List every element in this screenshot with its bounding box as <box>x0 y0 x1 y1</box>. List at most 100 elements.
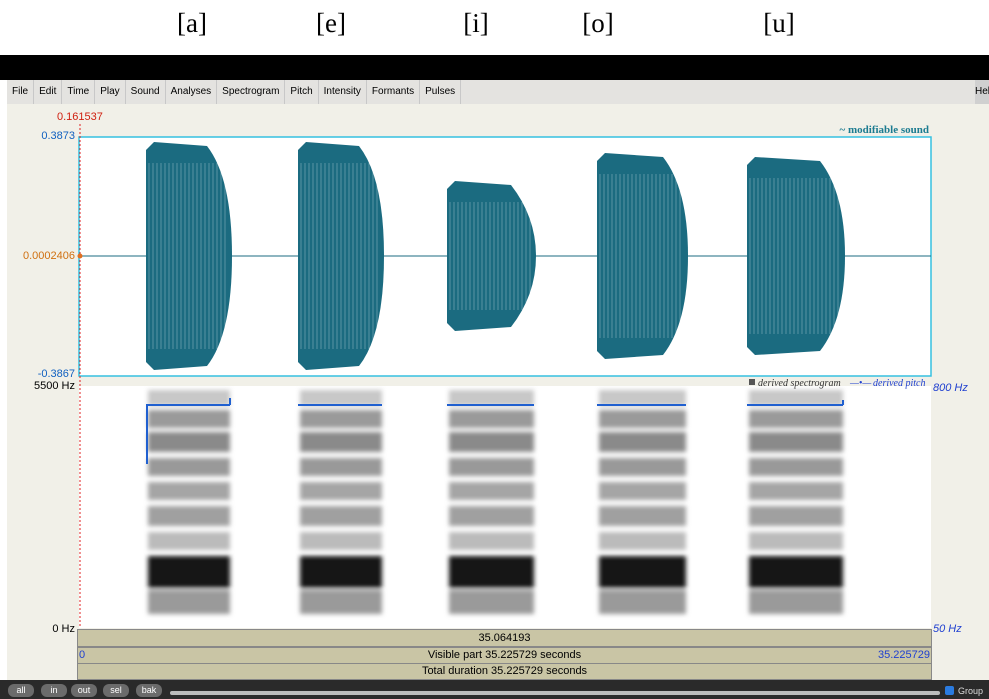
formant-band <box>148 482 230 500</box>
formant-band <box>300 390 382 406</box>
toolbar-button[interactable]: sel <box>103 684 129 697</box>
wave-bottom: -0.3867 <box>37 368 75 380</box>
legend-swatch <box>749 379 755 385</box>
formant-band <box>148 556 230 588</box>
vowel-wave <box>146 142 232 370</box>
menu-item[interactable]: File <box>7 80 35 104</box>
formant-band <box>749 390 843 406</box>
legend-pitch-mark: —•— <box>850 378 872 389</box>
formant-band <box>449 410 534 428</box>
vowel-wave <box>747 157 845 355</box>
formant-band <box>749 556 843 588</box>
toolbar-button[interactable]: out <box>71 684 97 697</box>
formant-band <box>449 506 534 526</box>
cursor-time: 0.161537 <box>57 111 103 123</box>
menu-bar: File Edit Time Play Sound Analyses Spectrogram… <box>7 80 989 104</box>
wave-mid: 0.0002406 <box>23 250 75 262</box>
formant-band <box>749 410 843 428</box>
formant-band <box>148 506 230 526</box>
formant-band <box>449 482 534 500</box>
spectrogram <box>148 390 843 614</box>
formant-band <box>300 590 382 614</box>
menu-item[interactable]: Edit <box>34 80 63 104</box>
vowel-label: [o] <box>582 8 614 38</box>
menu-item[interactable]: Pulses <box>420 80 462 104</box>
menu-item[interactable]: Play <box>95 80 126 104</box>
formant-band <box>449 458 534 476</box>
zero-marker <box>77 253 83 259</box>
formant-band <box>300 410 382 428</box>
vowel-label: [i] <box>463 8 489 38</box>
spec-top: 5500 Hz <box>34 380 75 392</box>
formant-band <box>749 532 843 550</box>
formant-band <box>599 458 686 476</box>
vowel-label: [a] <box>177 8 207 38</box>
formant-band <box>749 458 843 476</box>
menu-item[interactable]: Intensity <box>319 80 367 104</box>
menu-item[interactable]: Analyses <box>166 80 218 104</box>
formant-band <box>300 556 382 588</box>
formant-band <box>599 532 686 550</box>
formant-band <box>749 506 843 526</box>
vowel-wave <box>597 153 688 359</box>
formant-band <box>449 432 534 452</box>
formant-band <box>599 556 686 588</box>
formant-band <box>599 482 686 500</box>
toolbar-button[interactable]: bak <box>136 684 162 697</box>
toolbar-button[interactable]: all <box>8 684 34 697</box>
formant-band <box>749 482 843 500</box>
legend-pitch: derived pitch <box>873 378 926 389</box>
wave-title: ~ modifiable sound <box>839 124 929 136</box>
visible-start: 0 <box>79 649 86 661</box>
total-bar[interactable]: Total duration 35.225729 seconds <box>77 663 932 680</box>
visible-end: 35.225729 <box>878 649 930 661</box>
formant-band <box>148 410 230 428</box>
formant-band <box>599 432 686 452</box>
vowel-label: [e] <box>316 8 346 38</box>
visible-bar[interactable]: Visible part 35.225729 seconds <box>77 647 932 664</box>
formant-band <box>749 590 843 614</box>
formant-band <box>449 556 534 588</box>
formant-band <box>300 482 382 500</box>
pitch-track <box>146 398 844 464</box>
formant-band <box>148 390 230 406</box>
vowel-wave <box>298 142 384 370</box>
formant-band <box>749 432 843 452</box>
formant-band <box>449 390 534 406</box>
group-checkbox[interactable] <box>945 686 954 695</box>
cursor-bar[interactable]: 35.064193 <box>77 629 932 647</box>
formant-band <box>599 410 686 428</box>
formant-band <box>449 532 534 550</box>
formant-band <box>449 590 534 614</box>
formant-band <box>148 590 230 614</box>
formant-band <box>148 458 230 476</box>
menu-item[interactable]: Spectrogram <box>217 80 286 104</box>
formant-band <box>300 458 382 476</box>
scrollbar[interactable] <box>170 691 940 695</box>
menu-item[interactable]: Sound <box>126 80 166 104</box>
waveform <box>146 142 845 370</box>
vowel-wave <box>447 181 536 331</box>
formant-band <box>148 532 230 550</box>
vowel-label: [u] <box>763 8 795 38</box>
menu-item[interactable]: Formants <box>367 80 421 104</box>
toolbar-button[interactable]: in <box>41 684 67 697</box>
menu-item[interactable]: Pitch <box>285 80 319 104</box>
wave-top: 0.3873 <box>41 130 75 142</box>
formant-band <box>599 506 686 526</box>
legend-spectrogram: derived spectrogram <box>758 378 841 389</box>
formant-band <box>300 532 382 550</box>
pitch-top: 800 Hz <box>933 382 968 394</box>
formant-band <box>300 432 382 452</box>
formant-band <box>599 390 686 406</box>
menu-item[interactable]: Time <box>62 80 96 104</box>
formant-band <box>148 432 230 452</box>
formant-band <box>300 506 382 526</box>
help-menu[interactable]: Hel <box>975 80 989 104</box>
spec-bottom: 0 Hz <box>52 623 75 635</box>
pitch-bottom: 50 Hz <box>933 623 962 635</box>
title-bar <box>0 55 989 80</box>
formant-band <box>599 590 686 614</box>
